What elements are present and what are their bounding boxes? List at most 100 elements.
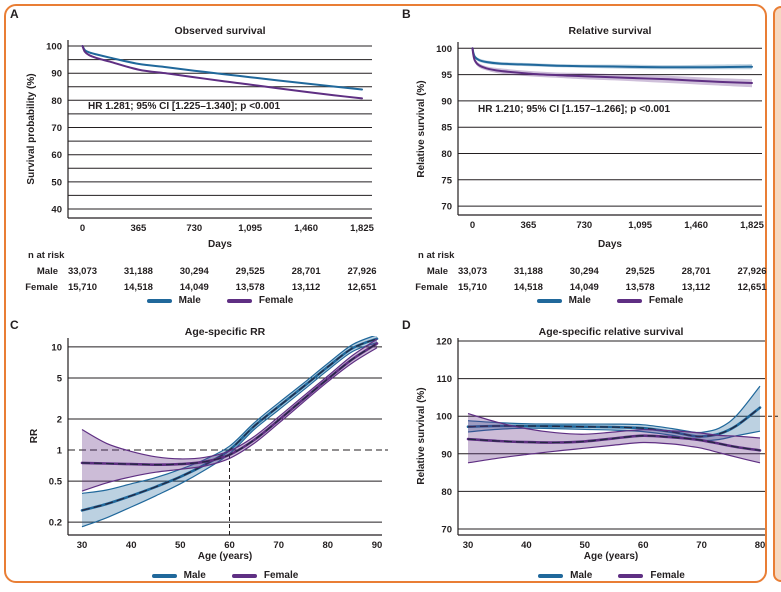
chart-title: Age-specific RR: [185, 326, 266, 338]
series-center-estimate-female: [81, 342, 378, 466]
legend: Male Female: [68, 293, 372, 309]
n-risk-value: 33,073: [68, 266, 97, 277]
x-tick-label: 1,095: [238, 223, 262, 234]
y-tick-label: 0.5: [49, 477, 63, 488]
x-tick-label: 80: [323, 540, 334, 551]
y-tick-label: 5: [57, 374, 63, 385]
legend-label: Male: [178, 295, 201, 306]
series-group: [80, 336, 379, 528]
series-line-female: [471, 47, 753, 84]
panel-label-d: D: [402, 318, 411, 332]
chart-title: Relative survival: [569, 25, 652, 37]
y-tick-label: 100: [46, 42, 62, 53]
ci-upper-female: [467, 413, 761, 439]
y-tick-label: 90: [51, 69, 62, 80]
relative-survival-chart: B Relative survival Relative survival (%…: [402, 7, 767, 293]
n-risk-value: 15,710: [68, 282, 97, 293]
legend-swatch-female: [226, 299, 252, 303]
y-axis-label: Survival probability (%): [26, 73, 37, 184]
panel-age-specific-rr: C Age-specific RR RR 10 5 2 1 0.5 0.2 30 40 50 60…: [0, 315, 390, 592]
series-center-estimate-female: [467, 435, 761, 452]
x-tick-label: 365: [130, 223, 147, 234]
x-axis-label: Days: [208, 239, 232, 250]
legend-label: Male: [568, 295, 591, 306]
x-tick-label: 365: [520, 220, 537, 231]
x-tick-label: 30: [463, 540, 474, 551]
ci-upper-male: [81, 336, 376, 494]
panel-label-c: C: [10, 318, 19, 332]
ci-band-male: [472, 48, 752, 70]
x-tick-label: 90: [372, 540, 383, 551]
chart-title: Observed survival: [174, 25, 265, 37]
n-risk-value: 12,651: [347, 282, 377, 293]
x-axis-label: Days: [598, 239, 622, 250]
panel-relative-survival: B Relative survival Relative survival (%…: [390, 0, 780, 315]
x-tick-label: 70: [273, 540, 284, 551]
n-risk-row-label: Female: [25, 282, 58, 293]
legend-label: Female: [648, 295, 684, 306]
series-line-female: [81, 45, 363, 100]
legend-item-female: Female: [616, 295, 684, 306]
plot-area: 120 110 100 90 80 70 30 40 50 60 70 80: [436, 337, 778, 551]
ci-lower-female: [467, 441, 761, 464]
n-risk-value: 28,701: [292, 266, 322, 277]
plot-area: 100 95 90 85 80 75 70 0 365 730 1,095 1,460 1,825: [436, 42, 765, 231]
ci-band-female: [472, 48, 752, 88]
legend-item-male: Male: [538, 571, 592, 581]
y-tick-label: 50: [51, 177, 62, 188]
y-tick-label: 2: [57, 415, 62, 426]
y-tick-label: 0.2: [49, 518, 62, 529]
x-tick-label: 1,825: [350, 223, 374, 234]
legend: Male Female: [458, 568, 765, 584]
hr-annotation: HR 1.210; 95% CI [1.157–1.266]; p <0.001: [478, 104, 670, 115]
legend-item-female: Female: [618, 570, 685, 581]
legend-item-female: Female: [231, 570, 299, 581]
legend-item-male: Male: [536, 295, 591, 306]
x-tick-label: 70: [696, 540, 707, 551]
n-risk-value: 14,049: [180, 282, 209, 293]
x-tick-label: 730: [576, 220, 592, 231]
n-risk-value: 33,073: [458, 266, 487, 277]
series-center-estimate-male: [467, 407, 761, 438]
y-tick-label: 85: [441, 123, 452, 134]
legend-swatch-male: [536, 299, 562, 303]
age-specific-relative-survival-chart: D Age-specific relative survival Relativ…: [402, 318, 778, 562]
y-tick-label: 70: [51, 123, 62, 134]
y-tick-label: 1: [57, 446, 63, 457]
legend-swatch-male: [151, 574, 177, 578]
x-tick-label: 730: [186, 223, 202, 234]
y-tick-label: 100: [436, 44, 452, 55]
legend-swatch-male: [538, 574, 564, 578]
chart-title: Age-specific relative survival: [539, 326, 684, 338]
legend: Male Female: [68, 568, 382, 584]
n-risk-value: 14,518: [514, 282, 543, 293]
panel-age-specific-relative-survival: D Age-specific relative survival Relativ…: [390, 315, 780, 592]
legend: Male Female: [458, 293, 762, 309]
n-risk-value: 28,701: [682, 266, 712, 277]
y-tick-label: 120: [436, 337, 452, 348]
x-axis-label: Age (years): [584, 551, 638, 562]
plot-area: 100 90 80 70 60 50 40 0 365 730 1,095 1,460 1,825: [46, 40, 375, 234]
n-risk-value: 14,518: [124, 282, 153, 293]
n-risk-value: 15,710: [458, 282, 487, 293]
panel-observed-survival: A Observed survival Survival probability…: [0, 0, 390, 315]
y-tick-label: 80: [51, 96, 62, 107]
x-tick-label: 1,825: [740, 220, 764, 231]
ci-upper-male: [467, 385, 761, 434]
y-axis-label: Relative survival (%): [416, 387, 427, 484]
panel-label-a: A: [10, 7, 19, 21]
legend-swatch-female: [616, 299, 642, 303]
x-tick-label: 0: [470, 220, 475, 231]
y-tick-label: 10: [51, 342, 62, 353]
legend-item-male: Male: [151, 571, 206, 581]
legend-label: Female: [263, 570, 299, 581]
y-tick-label: 70: [441, 525, 452, 536]
y-axis-label: RR: [29, 428, 40, 443]
n-risk-row-label: Male: [427, 266, 448, 277]
series-group: [81, 45, 363, 100]
n-at-risk-table: Male 33,073 31,188 30,294 29,525 28,701 27,926…: [25, 266, 377, 293]
y-tick-label: 90: [441, 449, 452, 460]
series-center-estimate-male: [81, 338, 378, 512]
legend-label: Female: [650, 570, 685, 581]
observed-survival-chart: A Observed survival Survival probability…: [10, 7, 377, 293]
